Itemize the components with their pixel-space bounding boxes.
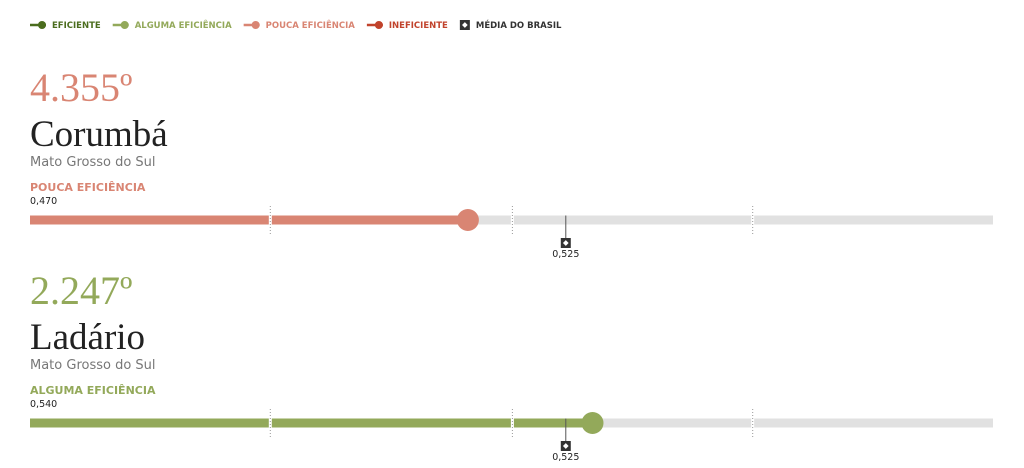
average-label: 0,525: [552, 452, 579, 463]
score-label: 0,470: [30, 196, 57, 207]
state-name: Mato Grosso do Sul: [30, 155, 156, 170]
average-icon-inner: [562, 443, 569, 449]
legend-dot: [120, 21, 129, 29]
score-dot: [581, 412, 604, 434]
legend-dot: [374, 21, 383, 29]
legend-label: MÉDIA DO BRASIL: [476, 19, 562, 31]
rank: 2.247º: [30, 268, 132, 313]
legend-label: INEFICIENTE: [389, 21, 448, 31]
category: ALGUMA EFICIÊNCIA: [30, 384, 156, 397]
score-dot: [456, 209, 479, 231]
category: POUCA EFICIÊNCIA: [30, 181, 146, 194]
score-bar: [30, 418, 593, 428]
legend-label: ALGUMA EFICIÊNCIA: [135, 19, 232, 31]
legend-dot: [38, 21, 46, 29]
legend-dot: [251, 21, 260, 29]
legend-label: POUCA EFICIÊNCIA: [266, 19, 356, 31]
legend-icon-inner: [462, 22, 468, 28]
city-name: Corumbá: [30, 114, 168, 155]
city-name: Ladário: [30, 317, 145, 358]
score-bar: [30, 215, 468, 225]
legend-label: EFICIENTE: [52, 21, 101, 31]
score-label: 0,540: [30, 399, 57, 410]
rank: 4.355º: [30, 65, 132, 110]
average-icon-inner: [562, 240, 569, 246]
average-label: 0,525: [552, 249, 579, 260]
state-name: Mato Grosso do Sul: [30, 358, 156, 373]
